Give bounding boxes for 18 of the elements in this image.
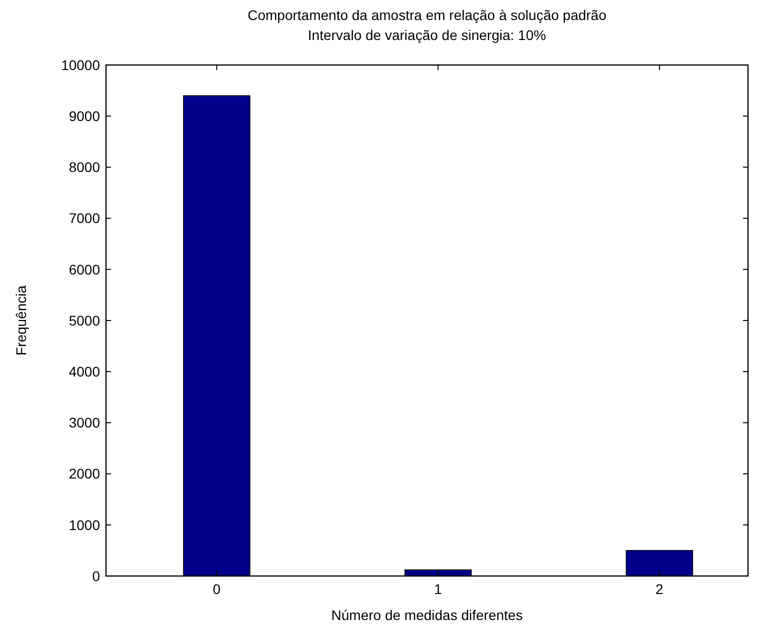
x-tick-label: 0 [212,581,221,597]
x-tick-label: 2 [656,581,664,597]
y-tick-label: 10000 [61,56,100,73]
y-tick-label: 7000 [68,210,100,226]
y-tick-label: 6000 [68,261,100,278]
y-tick-label: 3000 [68,414,100,431]
x-tick-label: 1 [434,581,442,597]
y-tick-label: 4000 [68,364,100,380]
chart-subtitle: Intervalo de variação de sinergia: 10% [308,27,546,43]
y-tick-label: 5000 [68,312,100,328]
y-tick-label: 2000 [68,466,100,482]
y-tick-label: 0 [92,568,100,584]
y-axis-title: Frequência [13,285,29,356]
x-axis-title: Número de medidas diferentes [331,607,523,623]
y-tick-label: 9000 [68,108,100,124]
chart-title: Comportamento da amostra em relação à solução padrão [248,7,607,23]
y-tick-label: 1000 [68,516,100,533]
y-tick-label: 8000 [68,159,100,176]
